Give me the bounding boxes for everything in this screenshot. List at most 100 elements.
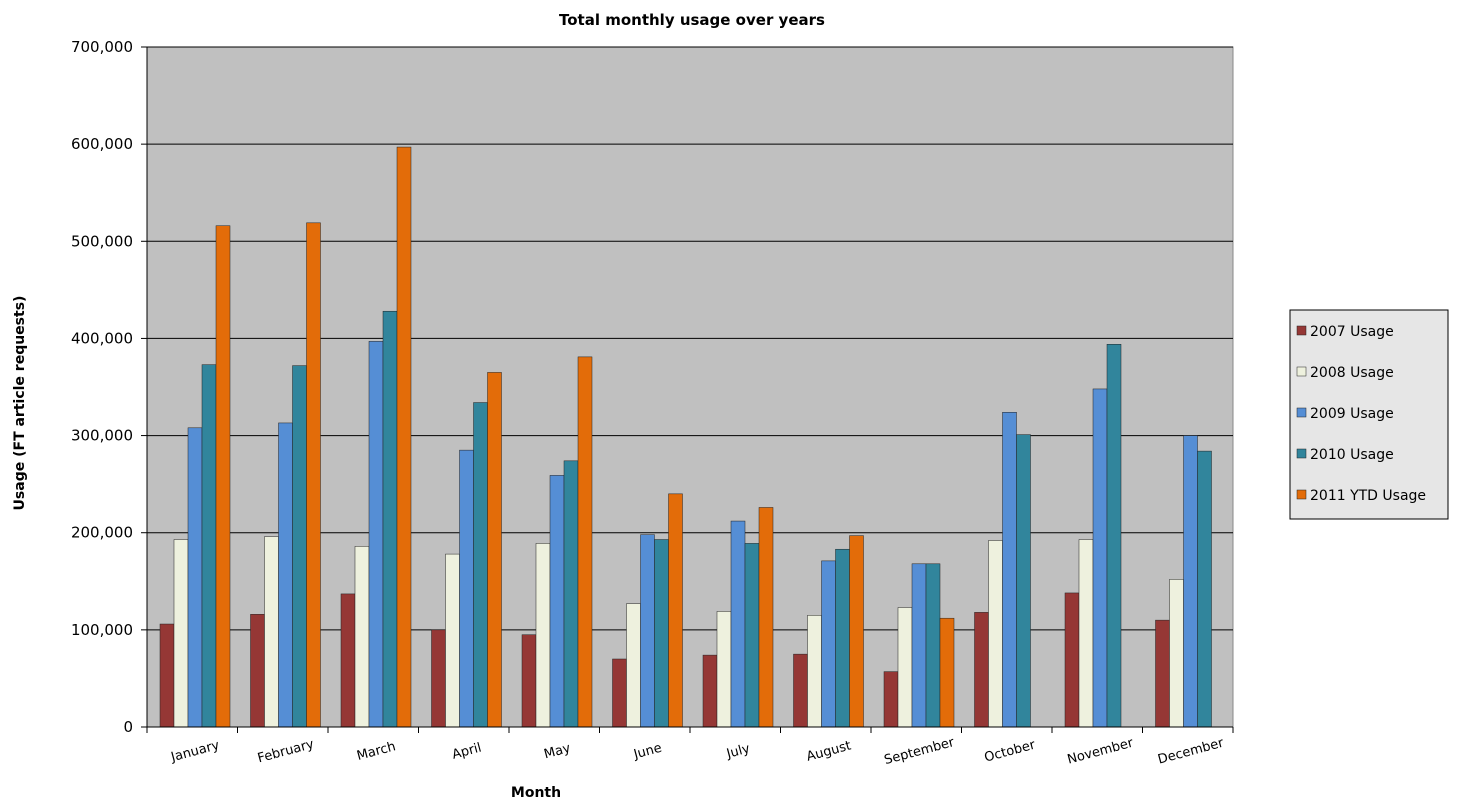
bar-2011-ytd-usage-august <box>849 535 864 728</box>
legend-label: 2008 Usage <box>1310 365 1394 381</box>
legend-label: 2011 YTD Usage <box>1310 488 1426 504</box>
bar-2007-usage-september <box>883 671 899 728</box>
x-tick-label: November <box>1066 735 1136 767</box>
bar-2009-usage-january <box>187 427 203 728</box>
y-tick-labels: 0 100,000 200,000 300,000 400,000 500,000 600,… <box>71 38 133 736</box>
bar-2010-usage-october <box>1016 434 1031 728</box>
bar-2009-usage-june <box>640 534 655 728</box>
bar-2010-usage-july <box>744 543 760 728</box>
bar-2009-usage-february <box>278 422 293 728</box>
bar-2010-usage-january <box>201 364 217 728</box>
chart-title: Total monthly usage over years <box>559 11 825 29</box>
bar-2008-usage-february <box>264 536 279 728</box>
bar-2010-usage-april <box>473 402 488 728</box>
bar-2011-ytd-usage-february <box>306 222 321 728</box>
bar-2008-usage-may <box>535 543 551 728</box>
bar-2008-usage-july <box>716 611 732 728</box>
legend-label: 2010 Usage <box>1310 447 1394 463</box>
legend-swatch <box>1296 325 1307 336</box>
y-tick-label: 300,000 <box>71 427 133 445</box>
bar-2011-ytd-usage-april <box>487 372 502 728</box>
bar-2008-usage-september <box>897 607 913 728</box>
bar-2010-usage-august <box>835 548 850 728</box>
bar-2011-ytd-usage-may <box>577 356 593 728</box>
bar-2007-usage-august <box>793 653 808 728</box>
x-tick-label: March <box>355 739 397 764</box>
y-tick-label: 100,000 <box>71 621 133 639</box>
bar-2009-usage-august <box>821 560 836 728</box>
legend-items: 2007 Usage 2008 Usage 2009 Usage 2010 Usage… <box>1296 324 1426 504</box>
bar-2008-usage-march <box>354 546 370 728</box>
gridlines <box>147 46 1233 631</box>
bar-2008-usage-august <box>807 615 822 728</box>
bar-2009-usage-april <box>459 449 474 728</box>
x-tick-label: April <box>451 741 484 763</box>
bar-2010-usage-june <box>654 539 669 728</box>
legend-box <box>1289 309 1449 520</box>
bar-2007-usage-june <box>612 658 627 728</box>
y-tick-label: 0 <box>123 718 133 736</box>
x-tick-label: December <box>1156 735 1226 767</box>
bar-2009-usage-december <box>1183 435 1198 728</box>
y-tick-label: 200,000 <box>71 524 133 542</box>
bar-2007-usage-january <box>159 623 175 728</box>
legend-swatch <box>1296 366 1307 377</box>
legend-swatch <box>1296 489 1307 500</box>
axes <box>141 46 1234 733</box>
x-tick-label: May <box>542 741 572 763</box>
bar-2010-usage-march <box>382 310 398 728</box>
bar-2011-ytd-usage-september <box>939 617 955 728</box>
bar-2010-usage-february <box>292 365 307 728</box>
bar-2011-ytd-usage-march <box>396 146 412 728</box>
legend-swatch <box>1296 407 1307 418</box>
bar-2007-usage-february <box>250 614 265 728</box>
legend-label: 2009 Usage <box>1310 406 1394 422</box>
bar-2009-usage-september <box>911 563 927 728</box>
x-tick-label: October <box>983 737 1038 765</box>
bar-2008-usage-january <box>173 539 189 728</box>
bar-2011-ytd-usage-june <box>668 493 683 728</box>
bar-2008-usage-december <box>1169 579 1184 728</box>
bar-2010-usage-may <box>563 460 579 728</box>
bar-2009-usage-november <box>1092 388 1108 728</box>
bar-2007-usage-october <box>974 612 989 728</box>
bar-2010-usage-november <box>1106 344 1122 728</box>
bar-2011-ytd-usage-january <box>215 225 231 728</box>
y-axis-title: Usage (FT article requests) <box>12 296 28 511</box>
bar-2009-usage-may <box>549 475 565 728</box>
bars <box>159 146 1212 728</box>
plot-area <box>146 46 1234 728</box>
bar-2010-usage-september <box>925 563 941 728</box>
x-tick-label: June <box>631 741 663 763</box>
bar-2010-usage-december <box>1197 450 1212 728</box>
bar-2007-usage-november <box>1064 592 1080 728</box>
bar-2007-usage-march <box>340 593 356 728</box>
x-tick-label: August <box>805 738 853 764</box>
bar-2007-usage-april <box>431 629 446 728</box>
x-tick-label: July <box>724 741 752 762</box>
x-tick-labels: January February March April May June July Augu… <box>169 735 1226 768</box>
x-tick-label: September <box>883 735 957 768</box>
y-tick-label: 600,000 <box>71 135 133 153</box>
bar-2007-usage-december <box>1155 619 1170 728</box>
legend: 2007 Usage 2008 Usage 2009 Usage 2010 Usage… <box>1289 309 1449 520</box>
bar-2008-usage-october <box>988 540 1003 728</box>
bar-2008-usage-november <box>1078 539 1094 728</box>
bar-2007-usage-may <box>521 634 537 728</box>
x-tick-label: January <box>169 738 222 766</box>
bar-2008-usage-april <box>445 553 460 728</box>
bar-2009-usage-october <box>1002 412 1017 728</box>
y-tick-label: 700,000 <box>71 38 133 56</box>
legend-swatch <box>1296 448 1307 459</box>
x-tick-label: February <box>256 737 316 766</box>
bar-2009-usage-july <box>730 520 746 728</box>
y-tick-label: 500,000 <box>71 232 133 250</box>
bar-2009-usage-march <box>368 341 384 728</box>
y-tick-label: 400,000 <box>71 329 133 347</box>
x-axis-title: Month <box>511 785 561 801</box>
bar-2011-ytd-usage-july <box>758 507 774 728</box>
bar-2007-usage-july <box>702 654 718 728</box>
legend-label: 2007 Usage <box>1310 324 1394 340</box>
